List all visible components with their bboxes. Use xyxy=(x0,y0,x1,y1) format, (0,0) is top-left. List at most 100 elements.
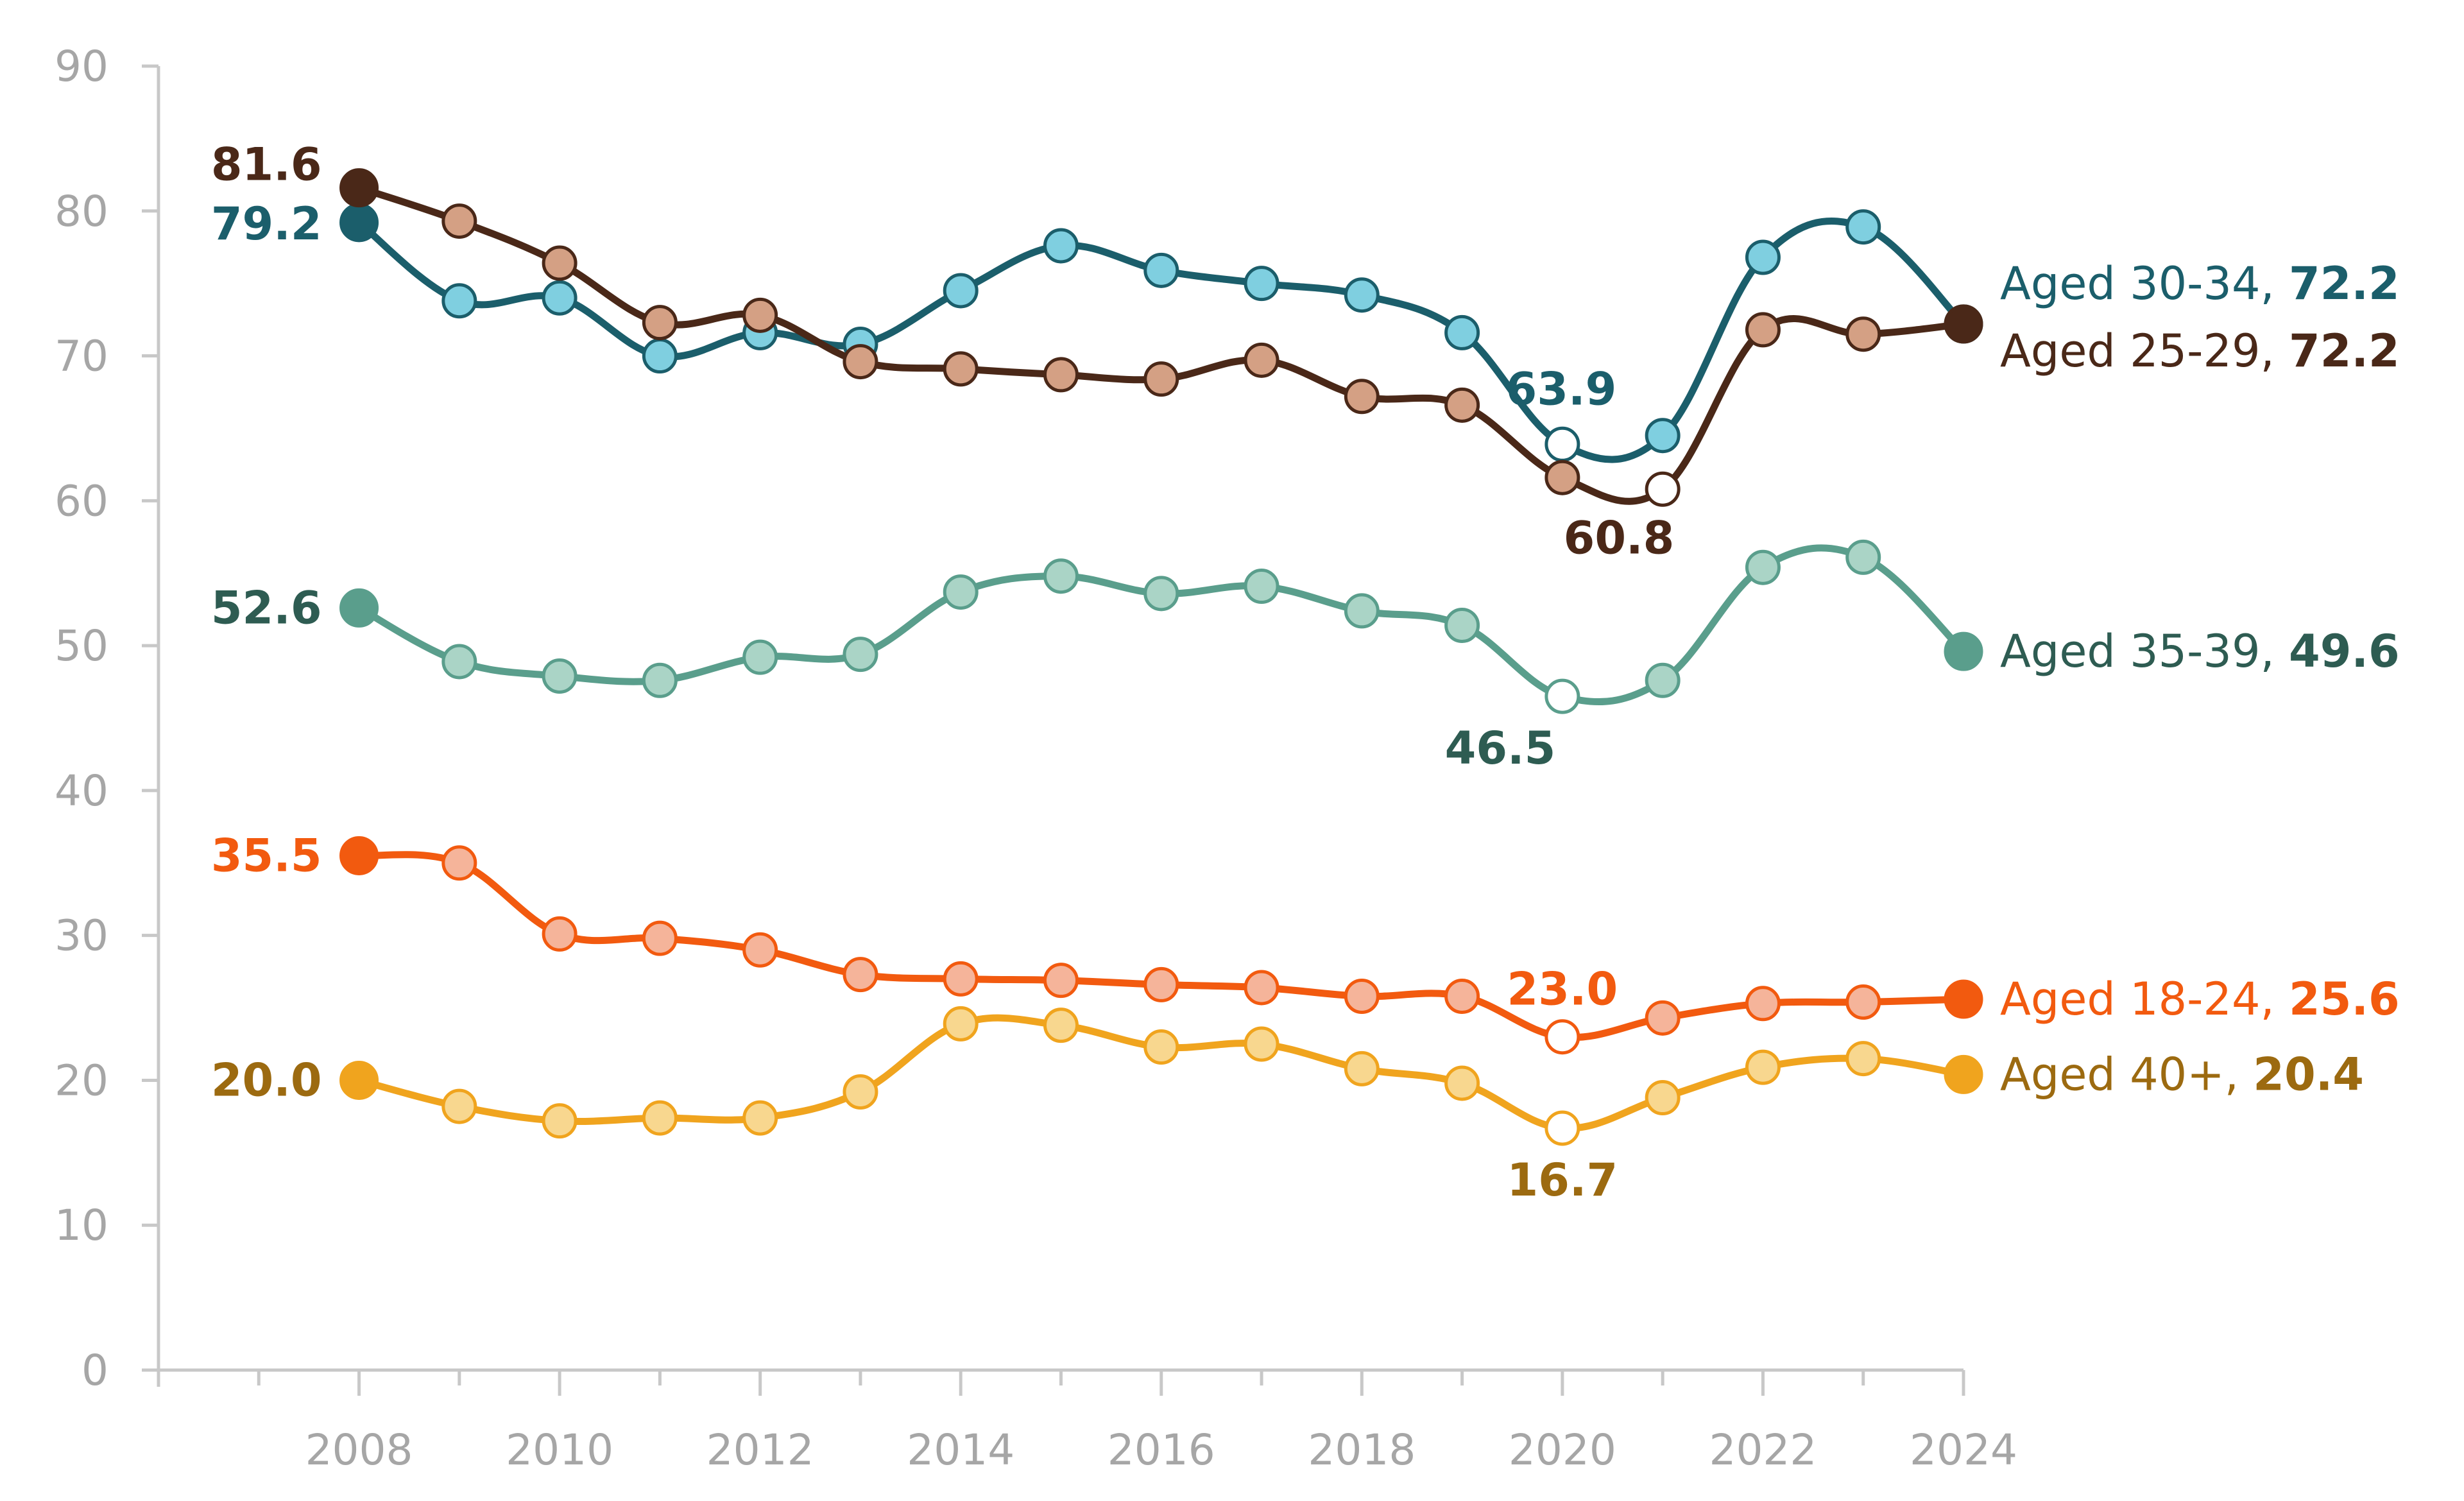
x-tick-label: 2020 xyxy=(1509,1425,1616,1475)
data-point-aged-40 xyxy=(1645,1080,1681,1116)
data-label-aged-25-29: 81.6 xyxy=(211,139,322,191)
data-point-aged-40 xyxy=(339,1060,379,1100)
data-point-aged-30-34 xyxy=(1845,209,1881,245)
y-tick-label: 40 xyxy=(55,766,108,816)
data-point-aged-40 xyxy=(1344,1051,1380,1086)
data-point-aged-18-24 xyxy=(1043,963,1079,999)
data-point-aged-40 xyxy=(441,1088,477,1124)
data-point-aged-35-39 xyxy=(1143,576,1179,612)
data-point-aged-30-34 xyxy=(1645,418,1681,454)
series-end-value: 72.2 xyxy=(2289,257,2400,310)
end-label-aged-35-39: Aged 35-39, 49.6 xyxy=(2000,625,2400,678)
series-line-aged-18-24 xyxy=(355,851,1967,1042)
data-point-aged-35-39 xyxy=(642,662,678,698)
data-point-aged-18-24 xyxy=(1944,979,1983,1019)
x-tick-label: 2014 xyxy=(907,1425,1014,1475)
data-point-aged-35-39 xyxy=(1845,539,1881,575)
series-end-value: 20.4 xyxy=(2253,1048,2364,1101)
data-point-aged-25-29 xyxy=(1444,387,1480,423)
data-point-aged-30-34 xyxy=(1544,426,1580,462)
data-point-aged-40 xyxy=(1745,1049,1781,1085)
data-point-aged-35-39 xyxy=(441,644,477,680)
data-point-aged-35-39 xyxy=(542,658,578,694)
data-point-aged-35-39 xyxy=(1645,662,1681,698)
data-point-aged-25-29 xyxy=(1244,342,1279,378)
data-point-aged-25-29 xyxy=(1745,312,1781,348)
x-tick-label: 2022 xyxy=(1709,1425,1817,1475)
data-point-aged-40 xyxy=(642,1100,678,1136)
end-label-aged-30-34: Aged 30-34, 72.2 xyxy=(2000,257,2400,310)
x-tick-label: 2008 xyxy=(305,1425,413,1475)
series-name: Aged 40+, xyxy=(2000,1048,2253,1101)
data-point-aged-18-24 xyxy=(843,957,878,993)
y-tick-label: 30 xyxy=(55,911,108,961)
data-point-aged-30-34 xyxy=(542,280,578,316)
data-point-aged-40 xyxy=(542,1103,578,1139)
data-point-aged-35-39 xyxy=(1745,549,1781,585)
y-tick-label: 70 xyxy=(55,332,108,381)
y-tick-label: 80 xyxy=(55,187,108,236)
series-end-labels: Aged 30-34, 72.2 Aged 25-29, 72.2 Aged 35-… xyxy=(2000,257,2400,1101)
end-label-aged-25-29: Aged 25-29, 72.2 xyxy=(2000,325,2400,377)
x-tick-label: 2016 xyxy=(1108,1425,1215,1475)
data-point-aged-35-39 xyxy=(943,574,979,610)
data-point-aged-25-29 xyxy=(542,245,578,281)
data-label-aged-18-24: 23.0 xyxy=(1507,963,1618,1016)
data-point-aged-30-34 xyxy=(339,203,379,243)
series-line-aged-35-39 xyxy=(355,544,1967,706)
series-end-value: 72.2 xyxy=(2289,325,2400,377)
data-label-aged-40: 16.7 xyxy=(1507,1154,1618,1206)
data-point-aged-25-29 xyxy=(1344,379,1380,415)
x-tick-label: 2024 xyxy=(1910,1425,2017,1475)
data-point-aged-18-24 xyxy=(1845,984,1881,1020)
data-point-aged-25-29 xyxy=(1143,361,1179,397)
data-point-aged-30-34 xyxy=(441,283,477,319)
data-point-aged-25-29 xyxy=(441,203,477,239)
data-point-aged-25-29 xyxy=(1944,304,1983,344)
data-point-aged-18-24 xyxy=(1444,978,1480,1014)
data-point-aged-40 xyxy=(1944,1054,1983,1094)
data-point-aged-40 xyxy=(742,1100,778,1136)
data-point-aged-30-34 xyxy=(1043,228,1079,264)
series-name: Aged 18-24, xyxy=(2000,973,2289,1025)
y-tick-label: 50 xyxy=(55,621,108,671)
data-point-aged-18-24 xyxy=(441,845,477,881)
data-point-aged-30-34 xyxy=(1344,277,1380,313)
data-label-aged-35-39: 52.6 xyxy=(211,581,322,634)
series-name: Aged 25-29, xyxy=(2000,325,2289,377)
data-point-aged-30-34 xyxy=(1143,252,1179,288)
y-tick-label: 0 xyxy=(81,1346,108,1395)
data-point-aged-25-29 xyxy=(1043,357,1079,393)
data-labels: 79.2 63.9 81.6 60.8 52.6 46.5 35.5 23.0 20.0 16.7 xyxy=(211,139,1675,1206)
data-point-aged-35-39 xyxy=(1043,558,1079,594)
data-point-aged-35-39 xyxy=(339,588,379,628)
data-point-aged-25-29 xyxy=(943,351,979,387)
series-line-aged-30-34 xyxy=(355,218,1967,463)
data-point-aged-40 xyxy=(1845,1041,1881,1077)
data-point-aged-40 xyxy=(1244,1026,1279,1062)
data-label-aged-40: 20.0 xyxy=(211,1054,322,1106)
data-point-aged-40 xyxy=(1444,1065,1480,1101)
data-point-aged-18-24 xyxy=(1143,966,1179,1002)
series-line-aged-25-29 xyxy=(355,184,1967,505)
data-point-aged-25-29 xyxy=(1645,471,1681,507)
data-label-aged-18-24: 35.5 xyxy=(211,829,322,882)
data-point-aged-35-39 xyxy=(742,639,778,675)
data-point-aged-18-24 xyxy=(943,961,979,997)
data-point-aged-18-24 xyxy=(542,916,578,952)
data-point-aged-25-29 xyxy=(339,168,379,208)
x-tick-label: 2018 xyxy=(1308,1425,1416,1475)
data-point-aged-35-39 xyxy=(1244,569,1279,605)
y-tick-label: 20 xyxy=(55,1056,108,1105)
y-tick-label: 60 xyxy=(55,476,108,526)
data-point-aged-18-24 xyxy=(1745,986,1781,1022)
series-points xyxy=(339,168,1983,1146)
data-point-aged-18-24 xyxy=(1244,970,1279,1006)
data-point-aged-35-39 xyxy=(1444,608,1480,644)
data-label-aged-30-34: 79.2 xyxy=(211,198,322,250)
data-point-aged-18-24 xyxy=(339,836,379,875)
data-point-aged-35-39 xyxy=(1944,631,1983,671)
data-point-aged-40 xyxy=(843,1074,878,1110)
end-label-aged-40: Aged 40+, 20.4 xyxy=(2000,1048,2364,1101)
